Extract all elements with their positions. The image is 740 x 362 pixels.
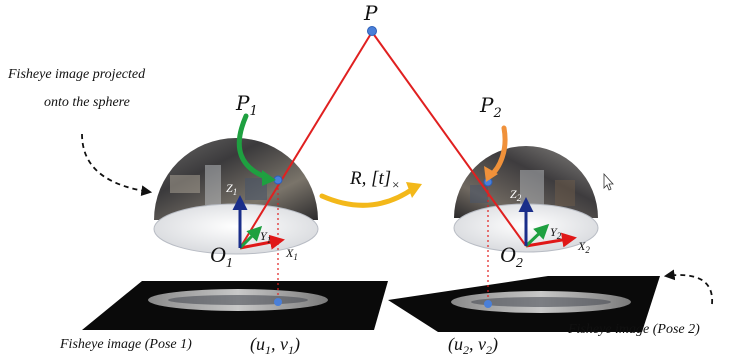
y-axis-left (238, 225, 263, 250)
label-Z2: Z2 (510, 187, 522, 203)
transform-arrow (319, 185, 417, 208)
dashed-arrow-left (81, 133, 153, 197)
cursor-icon (603, 172, 614, 191)
label-X1: X1 (285, 246, 298, 262)
pixel-point-left (274, 298, 282, 306)
x-axis-right (525, 232, 577, 248)
label-X2: X2 (577, 239, 590, 255)
label-O1: O1 (210, 242, 233, 271)
caption-projection-line1: Fisheye image projected (7, 67, 146, 82)
label-P2: P2 (479, 93, 502, 121)
transform-label: R, [t]× (349, 168, 400, 192)
label-O2: O2 (500, 242, 523, 271)
pixel-point-right (484, 300, 492, 308)
x-axis-left (239, 234, 285, 250)
dashed-arrow-right (663, 269, 713, 305)
ray-right (371, 31, 527, 247)
label-Z1: Z1 (226, 181, 237, 197)
y-axis-right (524, 223, 550, 248)
label-P1: P1 (235, 91, 258, 119)
caption-pose1: Fisheye image (Pose 1) (59, 337, 192, 352)
pixel-coord-left: (u1, v1) (250, 334, 300, 357)
point-P (367, 26, 377, 36)
ray-left (239, 31, 373, 249)
caption-projection-line2: onto the sphere (44, 95, 130, 110)
caption-pose2: Fisheye image (Pose 2) (567, 322, 700, 337)
arrow-to-P1 (236, 113, 271, 181)
pixel-coord-right: (u2, v2) (448, 334, 498, 357)
label-Y2: Y2 (550, 225, 562, 241)
label-P: P (363, 1, 378, 25)
label-Y1: Y1 (260, 229, 271, 245)
